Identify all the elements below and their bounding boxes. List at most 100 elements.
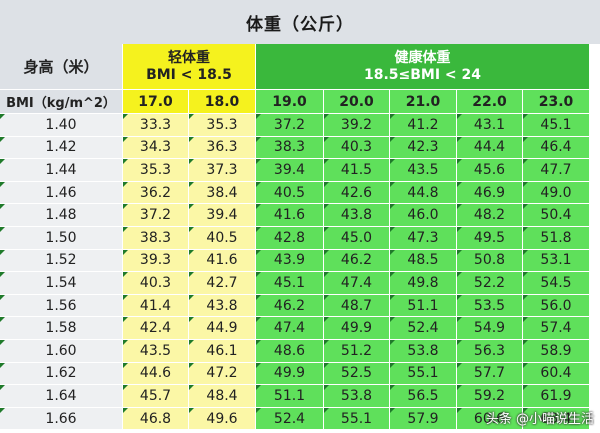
table-title: 体重（公斤） <box>0 0 600 44</box>
weight-cell: 60.4 <box>523 362 590 386</box>
weight-cell: 40.5 <box>256 181 324 205</box>
weight-cell: 49.0 <box>523 181 590 205</box>
weight-cell: 47.4 <box>256 317 324 340</box>
weight-cell: 41.5 <box>324 159 390 182</box>
bmi-value: 23.0 <box>523 90 590 114</box>
weight-cell: 55.1 <box>390 362 457 386</box>
bmi-label: BMI（kg/m^2） <box>0 90 123 114</box>
weight-cell: 48.2 <box>457 204 523 227</box>
bmi-value: 20.0 <box>324 90 390 114</box>
weight-cell: 39.3 <box>123 249 189 273</box>
weight-cell: 43.1 <box>457 114 523 137</box>
height-cell: 1.48 <box>0 204 123 227</box>
weight-cell: 40.5 <box>189 226 256 250</box>
weight-cell: 43.5 <box>390 159 457 182</box>
weight-cell: 42.3 <box>390 136 457 160</box>
height-header: 身高（米） <box>0 44 123 90</box>
weight-cell: 46.8 <box>123 407 189 431</box>
weight-cell: 48.6 <box>256 339 324 363</box>
weight-cell: 42.6 <box>324 181 390 205</box>
weight-cell: 45.7 <box>123 385 189 408</box>
weight-cell: 41.2 <box>390 114 457 137</box>
table-grid: 身高（米） 轻体重 BMI < 18.5 健康体重 18.5≤BMI < 24 … <box>0 44 600 431</box>
weight-cell: 46.4 <box>523 136 590 160</box>
weight-cell: 43.9 <box>256 249 324 273</box>
weight-cell: 46.0 <box>390 204 457 227</box>
weight-cell: 51.1 <box>256 385 324 408</box>
weight-cell: 52.2 <box>457 272 523 295</box>
weight-cell: 45.0 <box>324 226 390 250</box>
weight-cell: 52.4 <box>256 407 324 431</box>
weight-cell: 33.3 <box>123 114 189 137</box>
weight-cell: 42.8 <box>256 226 324 250</box>
weight-cell: 59.2 <box>457 385 523 408</box>
weight-cell: 39.2 <box>324 114 390 137</box>
weight-cell: 48.5 <box>390 249 457 273</box>
height-cell: 1.58 <box>0 317 123 340</box>
weight-cell: 53.5 <box>457 294 523 318</box>
bmi-value: 19.0 <box>256 90 324 114</box>
weight-cell: 39.4 <box>256 159 324 182</box>
weight-cell: 43.8 <box>324 204 390 227</box>
weight-cell: 44.4 <box>457 136 523 160</box>
weight-cell: 58.9 <box>523 339 590 363</box>
weight-cell: 45.1 <box>523 114 590 137</box>
weight-cell: 38.3 <box>256 136 324 160</box>
weight-cell: 52.4 <box>390 317 457 340</box>
weight-cell: 40.3 <box>123 272 189 295</box>
weight-cell: 44.8 <box>390 181 457 205</box>
weight-cell: 34.3 <box>123 136 189 160</box>
height-cell: 1.66 <box>0 407 123 431</box>
underweight-header: 轻体重 BMI < 18.5 <box>123 44 256 90</box>
underweight-range: BMI < 18.5 <box>146 66 232 83</box>
weight-cell: 46.2 <box>256 294 324 318</box>
height-cell: 1.56 <box>0 294 123 318</box>
weight-cell: 48.4 <box>189 385 256 408</box>
watermark: 头条 @小喵说生活 <box>485 412 594 427</box>
weight-cell: 47.3 <box>390 226 457 250</box>
weight-cell: 35.3 <box>189 114 256 137</box>
weight-cell: 41.6 <box>256 204 324 227</box>
bmi-value: 21.0 <box>390 90 457 114</box>
weight-cell: 42.4 <box>123 317 189 340</box>
weight-cell: 57.4 <box>523 317 590 340</box>
weight-cell: 51.8 <box>523 226 590 250</box>
underweight-label: 轻体重 <box>168 49 210 66</box>
height-cell: 1.46 <box>0 181 123 205</box>
weight-cell: 46.9 <box>457 181 523 205</box>
weight-cell: 37.3 <box>189 159 256 182</box>
healthy-header: 健康体重 18.5≤BMI < 24 <box>256 44 590 90</box>
healthy-range: 18.5≤BMI < 24 <box>363 66 482 83</box>
weight-cell: 49.9 <box>256 362 324 386</box>
weight-cell: 44.9 <box>189 317 256 340</box>
bmi-value: 22.0 <box>457 90 523 114</box>
weight-cell: 36.3 <box>189 136 256 160</box>
weight-cell: 55.1 <box>324 407 390 431</box>
weight-cell: 35.3 <box>123 159 189 182</box>
healthy-label: 健康体重 <box>394 49 451 66</box>
bmi-value: 18.0 <box>189 90 256 114</box>
weight-cell: 56.0 <box>523 294 590 318</box>
height-cell: 1.54 <box>0 272 123 295</box>
height-cell: 1.44 <box>0 159 123 182</box>
weight-cell: 46.2 <box>324 249 390 273</box>
weight-cell: 51.1 <box>390 294 457 318</box>
weight-cell: 40.3 <box>324 136 390 160</box>
weight-cell: 42.7 <box>189 272 256 295</box>
weight-cell: 39.4 <box>189 204 256 227</box>
weight-cell: 37.2 <box>123 204 189 227</box>
weight-cell: 48.7 <box>324 294 390 318</box>
height-cell: 1.50 <box>0 226 123 250</box>
weight-cell: 49.8 <box>390 272 457 295</box>
weight-cell: 43.8 <box>189 294 256 318</box>
height-cell: 1.62 <box>0 362 123 386</box>
weight-cell: 49.5 <box>457 226 523 250</box>
height-cell: 1.52 <box>0 249 123 273</box>
weight-cell: 47.4 <box>324 272 390 295</box>
weight-cell: 54.5 <box>523 272 590 295</box>
bmi-value: 17.0 <box>123 90 189 114</box>
weight-cell: 53.1 <box>523 249 590 273</box>
weight-cell: 38.4 <box>189 181 256 205</box>
weight-cell: 50.8 <box>457 249 523 273</box>
